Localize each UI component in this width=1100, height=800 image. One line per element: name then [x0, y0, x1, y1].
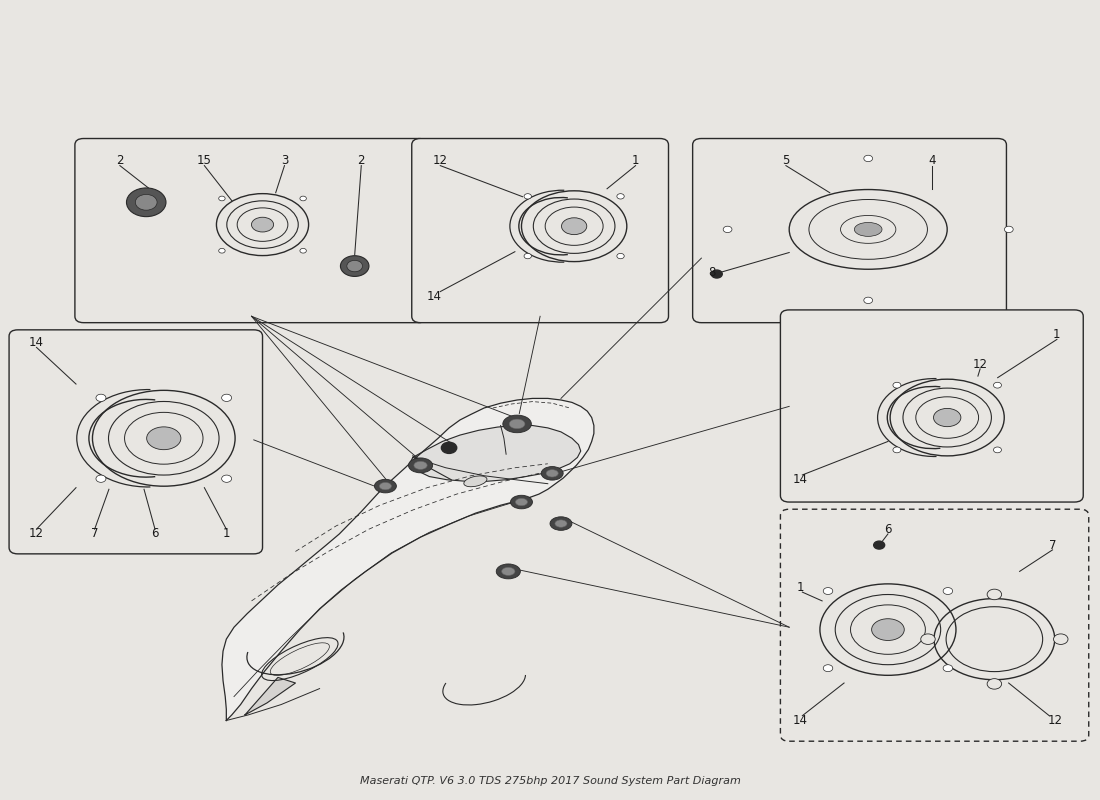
- Circle shape: [987, 678, 1002, 689]
- Text: 7: 7: [1048, 538, 1056, 551]
- Text: 2: 2: [358, 154, 365, 167]
- Ellipse shape: [541, 466, 563, 480]
- Circle shape: [993, 382, 1001, 388]
- Text: 1: 1: [631, 154, 639, 167]
- Circle shape: [823, 587, 833, 594]
- Polygon shape: [222, 398, 594, 721]
- Circle shape: [823, 665, 833, 672]
- Circle shape: [921, 634, 935, 645]
- Circle shape: [893, 382, 901, 388]
- Text: 1: 1: [1053, 328, 1060, 341]
- FancyBboxPatch shape: [411, 138, 669, 322]
- Ellipse shape: [855, 222, 882, 236]
- Circle shape: [221, 394, 232, 402]
- Ellipse shape: [871, 618, 904, 641]
- Circle shape: [873, 541, 884, 549]
- Circle shape: [96, 394, 106, 402]
- Ellipse shape: [379, 482, 392, 490]
- Ellipse shape: [554, 520, 566, 527]
- Circle shape: [993, 447, 1001, 453]
- Circle shape: [617, 194, 624, 199]
- Circle shape: [617, 254, 624, 258]
- Polygon shape: [245, 678, 296, 715]
- Ellipse shape: [464, 476, 487, 486]
- Ellipse shape: [561, 218, 586, 234]
- Ellipse shape: [509, 419, 525, 429]
- Text: 6: 6: [152, 527, 158, 541]
- Ellipse shape: [252, 218, 274, 232]
- Ellipse shape: [414, 462, 427, 470]
- FancyBboxPatch shape: [693, 138, 1006, 322]
- Polygon shape: [409, 426, 581, 482]
- Circle shape: [987, 589, 1002, 600]
- Ellipse shape: [146, 427, 180, 450]
- FancyBboxPatch shape: [9, 330, 263, 554]
- Circle shape: [864, 297, 872, 303]
- Ellipse shape: [502, 567, 515, 575]
- Text: 12: 12: [972, 358, 988, 370]
- Circle shape: [524, 194, 531, 199]
- Text: 4: 4: [928, 154, 936, 167]
- Circle shape: [346, 260, 363, 272]
- Text: 6: 6: [884, 522, 892, 536]
- Text: 15: 15: [197, 154, 212, 167]
- Circle shape: [441, 442, 456, 454]
- Circle shape: [943, 587, 953, 594]
- Ellipse shape: [547, 470, 558, 477]
- FancyBboxPatch shape: [75, 138, 427, 322]
- Text: 1: 1: [222, 527, 230, 541]
- Ellipse shape: [510, 495, 532, 509]
- Text: 14: 14: [29, 336, 44, 349]
- Circle shape: [1054, 634, 1068, 645]
- Text: 12: 12: [432, 154, 448, 167]
- Text: 14: 14: [426, 290, 441, 303]
- Circle shape: [893, 447, 901, 453]
- Text: 2: 2: [117, 154, 123, 167]
- Text: 1: 1: [796, 581, 804, 594]
- Text: 12: 12: [29, 527, 44, 541]
- Ellipse shape: [496, 564, 520, 579]
- Text: 3: 3: [280, 154, 288, 167]
- Circle shape: [524, 254, 531, 258]
- Circle shape: [219, 248, 225, 253]
- Circle shape: [221, 475, 232, 482]
- Circle shape: [943, 665, 953, 672]
- Circle shape: [340, 256, 368, 277]
- Circle shape: [126, 188, 166, 217]
- Ellipse shape: [374, 479, 396, 493]
- Ellipse shape: [408, 458, 432, 473]
- Ellipse shape: [550, 517, 572, 530]
- Text: 8: 8: [708, 266, 716, 279]
- Ellipse shape: [934, 409, 961, 426]
- Text: Maserati QTP. V6 3.0 TDS 275bhp 2017 Sound System Part Diagram: Maserati QTP. V6 3.0 TDS 275bhp 2017 Sou…: [360, 776, 740, 786]
- Text: 12: 12: [1047, 714, 1063, 727]
- Circle shape: [864, 155, 872, 162]
- FancyBboxPatch shape: [780, 510, 1089, 742]
- Ellipse shape: [516, 498, 528, 506]
- Circle shape: [300, 196, 307, 201]
- Circle shape: [96, 475, 106, 482]
- Text: 14: 14: [793, 714, 807, 727]
- Circle shape: [723, 226, 732, 233]
- Text: 5: 5: [782, 154, 790, 167]
- Circle shape: [219, 196, 225, 201]
- Circle shape: [1004, 226, 1013, 233]
- Ellipse shape: [503, 415, 531, 433]
- Text: 7: 7: [91, 527, 98, 541]
- Circle shape: [135, 194, 157, 210]
- Circle shape: [300, 248, 307, 253]
- FancyBboxPatch shape: [780, 310, 1084, 502]
- Circle shape: [712, 270, 723, 278]
- Text: 14: 14: [793, 474, 807, 486]
